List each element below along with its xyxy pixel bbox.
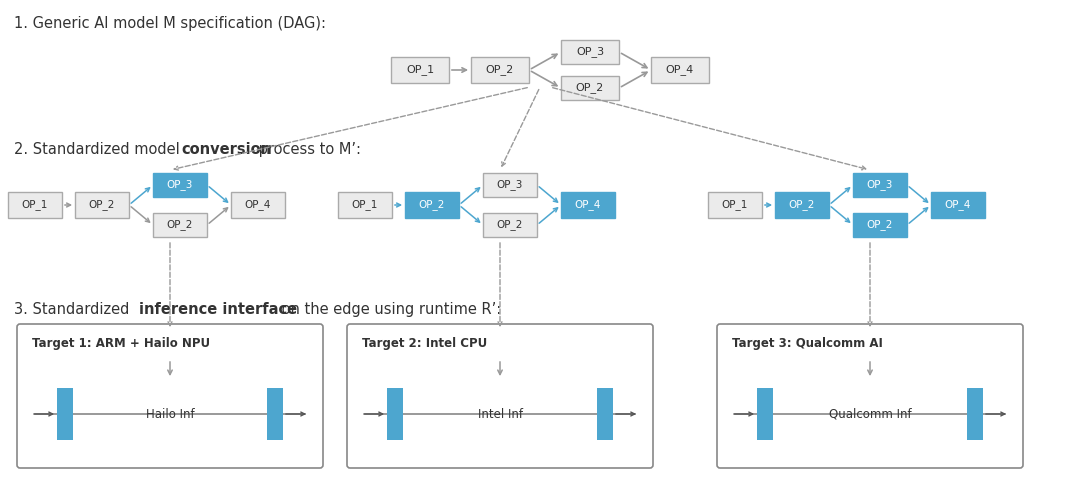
FancyBboxPatch shape xyxy=(708,192,762,218)
Text: on the edge using runtime R’:: on the edge using runtime R’: xyxy=(277,302,502,317)
Text: OP_4: OP_4 xyxy=(245,199,271,210)
FancyBboxPatch shape xyxy=(651,57,709,83)
Text: OP_4: OP_4 xyxy=(945,199,971,210)
Text: Target 2: Intel CPU: Target 2: Intel CPU xyxy=(361,337,488,350)
FancyBboxPatch shape xyxy=(483,213,537,237)
Text: OP_4: OP_4 xyxy=(575,199,601,210)
Text: inference interface: inference interface xyxy=(139,302,297,317)
FancyBboxPatch shape xyxy=(153,173,207,197)
Text: OP_1: OP_1 xyxy=(352,199,378,210)
Text: OP_1: OP_1 xyxy=(22,199,49,210)
Text: OP_2: OP_2 xyxy=(496,219,523,230)
Text: OP_4: OP_4 xyxy=(666,65,694,76)
Text: OP_2: OP_2 xyxy=(866,219,893,230)
Text: OP_2: OP_2 xyxy=(576,83,604,94)
Text: OP_2: OP_2 xyxy=(789,199,816,210)
FancyBboxPatch shape xyxy=(387,388,402,440)
Text: OP_2: OP_2 xyxy=(88,199,115,210)
Text: 1. Generic AI model M specification (DAG):: 1. Generic AI model M specification (DAG… xyxy=(14,16,326,31)
Text: OP_1: OP_1 xyxy=(722,199,748,210)
FancyBboxPatch shape xyxy=(57,388,73,440)
Text: OP_3: OP_3 xyxy=(866,180,893,190)
FancyBboxPatch shape xyxy=(561,76,619,100)
FancyBboxPatch shape xyxy=(8,192,62,218)
Text: 3. Standardized: 3. Standardized xyxy=(14,302,134,317)
Text: Target 3: Qualcomm AI: Target 3: Qualcomm AI xyxy=(732,337,883,350)
FancyBboxPatch shape xyxy=(153,213,207,237)
Text: OP_3: OP_3 xyxy=(576,46,604,57)
FancyBboxPatch shape xyxy=(76,192,129,218)
FancyBboxPatch shape xyxy=(757,388,773,440)
Text: Hailo Inf: Hailo Inf xyxy=(146,408,194,421)
FancyBboxPatch shape xyxy=(347,324,653,468)
Text: process to M’:: process to M’: xyxy=(254,142,361,157)
FancyBboxPatch shape xyxy=(561,40,619,64)
FancyBboxPatch shape xyxy=(231,192,285,218)
FancyBboxPatch shape xyxy=(338,192,392,218)
Text: Intel Inf: Intel Inf xyxy=(478,408,522,421)
Text: OP_3: OP_3 xyxy=(167,180,193,190)
FancyBboxPatch shape xyxy=(853,213,907,237)
Text: OP_2: OP_2 xyxy=(167,219,193,230)
FancyBboxPatch shape xyxy=(853,173,907,197)
Text: Qualcomm Inf: Qualcomm Inf xyxy=(829,408,912,421)
Text: OP_3: OP_3 xyxy=(496,180,523,190)
Text: Target 1: ARM + Hailo NPU: Target 1: ARM + Hailo NPU xyxy=(32,337,210,350)
Text: conversion: conversion xyxy=(181,142,271,157)
FancyBboxPatch shape xyxy=(405,192,459,218)
Text: 2. Standardized model: 2. Standardized model xyxy=(14,142,185,157)
FancyBboxPatch shape xyxy=(718,324,1023,468)
FancyBboxPatch shape xyxy=(775,192,829,218)
FancyBboxPatch shape xyxy=(597,388,613,440)
FancyBboxPatch shape xyxy=(931,192,985,218)
FancyBboxPatch shape xyxy=(483,173,537,197)
Text: OP_2: OP_2 xyxy=(419,199,446,210)
Text: OP_2: OP_2 xyxy=(486,65,514,76)
Text: OP_1: OP_1 xyxy=(406,65,434,76)
FancyBboxPatch shape xyxy=(17,324,323,468)
FancyBboxPatch shape xyxy=(967,388,983,440)
FancyBboxPatch shape xyxy=(472,57,529,83)
FancyBboxPatch shape xyxy=(391,57,449,83)
FancyBboxPatch shape xyxy=(561,192,615,218)
FancyBboxPatch shape xyxy=(267,388,283,440)
